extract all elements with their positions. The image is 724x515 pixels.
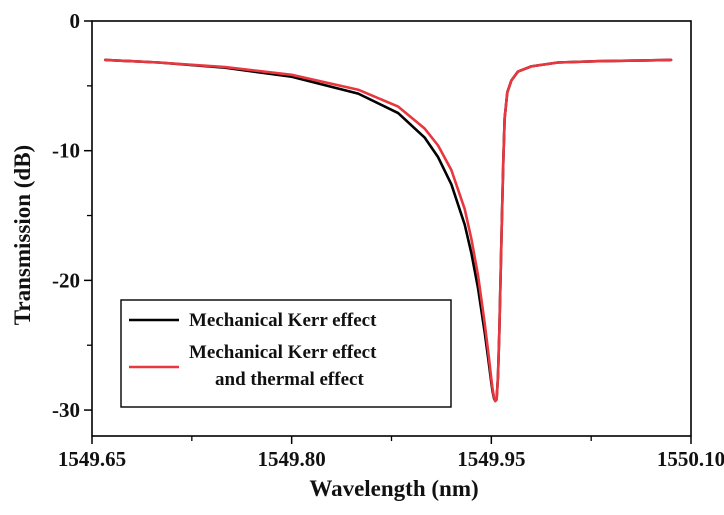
x-tick-label: 1549.80	[258, 447, 326, 471]
y-tick-label: -20	[52, 268, 80, 292]
legend-box	[120, 299, 452, 408]
axes-layer: 1549.65 1549.80 1549.95 1550.10 0 -10 -20 -30	[52, 9, 724, 471]
y-tick-label: -30	[52, 398, 80, 422]
legend: Mechanical Kerr effect Mechanical Kerr ef…	[120, 299, 452, 408]
legend-label-2: Mechanical Kerr effect	[189, 342, 377, 363]
x-tick-label: 1549.65	[58, 447, 126, 471]
x-tick-label: 1550.10	[657, 447, 724, 471]
legend-label-2: and thermal effect	[215, 369, 364, 390]
y-tick-label: -10	[52, 139, 80, 163]
series-group	[104, 58, 673, 403]
x-tick-label: 1549.95	[457, 447, 525, 471]
plot-layer	[104, 58, 673, 403]
y-tick-label: 0	[70, 9, 81, 33]
legend-label-1: Mechanical Kerr effect	[189, 310, 377, 331]
series-line-2	[104, 58, 673, 403]
x-axis-title: Wavelength (nm)	[309, 476, 478, 501]
y-axis-title: Transmission (dB)	[10, 145, 35, 325]
